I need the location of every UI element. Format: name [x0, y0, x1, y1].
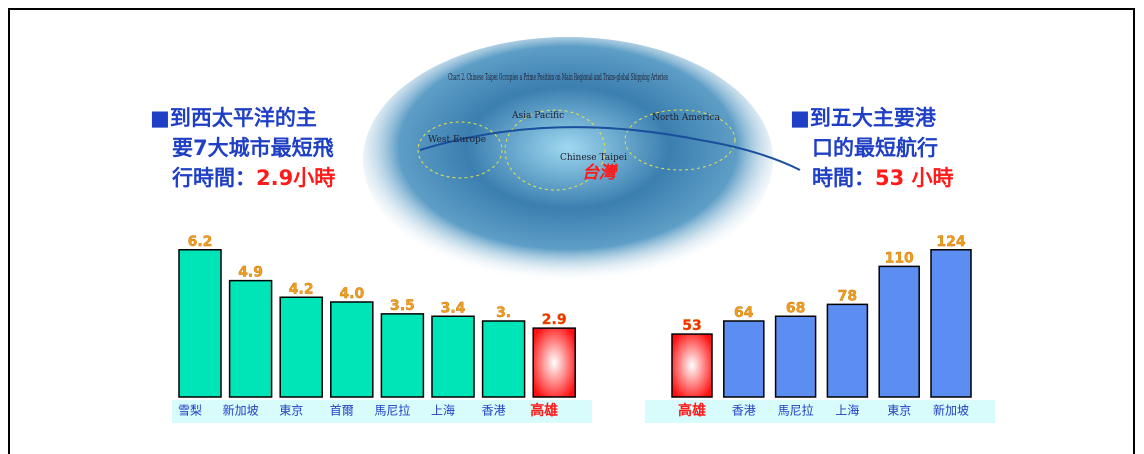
bar: [178, 249, 222, 398]
bar: [774, 315, 817, 398]
title-line: ■到西太平洋的主: [150, 106, 317, 130]
bar: [431, 315, 475, 398]
value-label: 3.: [496, 305, 511, 321]
title-highlight: 53 小時: [875, 166, 954, 190]
bar: [228, 279, 273, 398]
title-line: 行時間：: [171, 166, 256, 190]
globe-label: Chinese Taipei: [560, 153, 627, 163]
value-label: 64: [734, 305, 754, 321]
value-label: 124: [936, 234, 965, 250]
bar: [826, 303, 869, 398]
globe-image: [363, 37, 773, 283]
value-label: 78: [838, 288, 857, 304]
value-label: 3.5: [390, 298, 415, 314]
value-label: 4.9: [238, 265, 263, 281]
value-label: 68: [786, 300, 805, 316]
category-strip: [172, 400, 592, 423]
category-label: 東京: [887, 404, 911, 418]
category-label: 香港: [732, 404, 756, 418]
bar: [330, 301, 374, 398]
category-label: 東京: [279, 404, 303, 418]
value-label: 4.2: [289, 281, 314, 297]
bar: [878, 265, 920, 398]
bar: [380, 313, 425, 398]
category-strip: [645, 400, 995, 423]
title-line: 口的最短航行: [812, 136, 938, 160]
category-label: 新加坡: [223, 403, 259, 418]
value-label: 2.9: [542, 312, 567, 328]
value-label: 110: [885, 250, 914, 266]
globe-label: West Europe: [428, 135, 486, 145]
title-line: ■到五大主要港: [790, 106, 937, 130]
globe-label: Asia Pacific: [511, 111, 564, 121]
bar: [930, 249, 972, 398]
value-label: 6.2: [188, 234, 213, 250]
value-label: 3.4: [441, 300, 466, 316]
category-label: 上海: [835, 403, 859, 418]
globe-labels: Chart 2. Chinese Taipei Occupies a Prime…: [428, 73, 720, 183]
category-label: 馬尼拉: [374, 403, 410, 418]
category-label: 新加坡: [933, 403, 969, 418]
title-highlight: 2.9小時: [256, 166, 335, 190]
chart-title: ■到西太平洋的主要7大城市最短飛行時間：2.9小時: [150, 106, 335, 190]
region-circle: [417, 121, 503, 179]
category-label: 馬尼拉: [778, 403, 814, 418]
globe-label: 台灣: [582, 163, 619, 183]
bar: [481, 320, 526, 398]
route: [419, 126, 801, 171]
category-label: 首爾: [330, 404, 354, 418]
title-line: 要7大城市最短飛: [172, 136, 334, 160]
value-label: 4.0: [339, 286, 364, 302]
bar: [532, 327, 576, 398]
value-label: 53: [682, 318, 701, 334]
globe-caption: Chart 2. Chinese Taipei Occupies a Prime…: [448, 73, 668, 83]
category-label: 高雄: [678, 402, 706, 419]
bar: [671, 333, 713, 398]
category-label: 香港: [482, 404, 506, 418]
category-label: 上海: [431, 403, 455, 418]
bar: [279, 296, 323, 398]
title-line: 時間：: [812, 166, 875, 190]
globe-label: North America: [652, 113, 720, 123]
region-circle: [624, 109, 736, 171]
charts: ■到西太平洋的主要7大城市最短飛行時間：2.9小時 6.2 雪梨 4.9 新加坡 4.2 東…: [150, 106, 995, 423]
frame: [8, 8, 1135, 454]
region-circle: [504, 109, 606, 191]
category-label: 雪梨: [178, 404, 202, 418]
bar: [723, 320, 765, 398]
category-label: 高雄: [530, 402, 558, 419]
chart-title: ■到五大主要港口的最短航行時間：53 小時: [790, 106, 954, 190]
